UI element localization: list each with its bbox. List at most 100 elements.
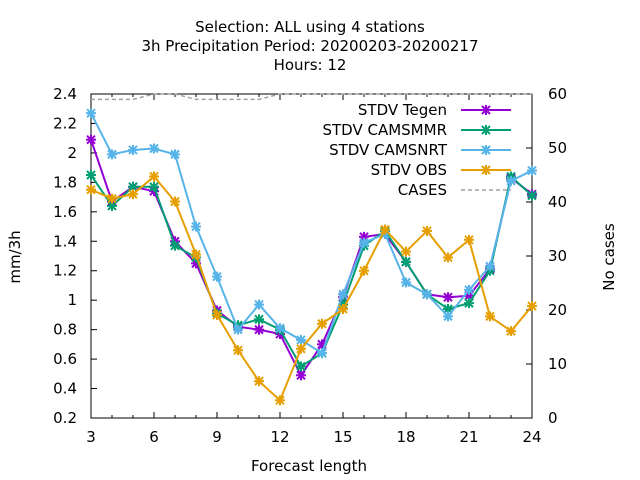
data-point (506, 175, 516, 186)
data-point (464, 298, 474, 309)
legend-marker (481, 125, 491, 135)
data-point (233, 345, 243, 356)
x-tick-label: 3 (86, 428, 96, 446)
data-point (485, 311, 495, 322)
legend: STDV Tegen STDV CAMSMMR STDV CAMSNRT STDV O… (322, 101, 511, 199)
data-point (107, 149, 117, 160)
y-tick-label: 0.6 (53, 350, 77, 368)
data-point (191, 221, 201, 232)
x-tick-label: 9 (212, 428, 222, 446)
legend-label: STDV Tegen (358, 101, 447, 119)
legend-item: CASES (398, 181, 511, 199)
data-point (296, 334, 306, 345)
data-point (275, 323, 285, 334)
data-point (254, 314, 264, 325)
data-point (191, 249, 201, 260)
series-stdv-camsnrt (86, 108, 537, 359)
data-point (401, 256, 411, 267)
data-point (443, 311, 453, 322)
series-line (90, 174, 533, 368)
series-cases (91, 93, 532, 101)
y-tick-label: 2 (67, 144, 77, 162)
axes: 3 6 9 12 15 18 21 24 0.2 0.4 0.6 0.8 1 1.2 1.4 1.6 1.8 2 2… (53, 85, 567, 446)
data-point (464, 284, 474, 295)
legend-label: STDV CAMSMMR (322, 121, 447, 139)
data-point (149, 143, 159, 154)
x-tick-label: 6 (149, 428, 159, 446)
legend-marker (481, 105, 491, 115)
y-tick-label: 1.8 (53, 173, 77, 191)
data-point (401, 246, 411, 257)
data-point (86, 108, 96, 119)
legend-item: STDV OBS (371, 161, 511, 179)
data-point (380, 224, 390, 235)
y-tick-label: 2.2 (53, 114, 77, 132)
data-point (443, 252, 453, 263)
y-tick-label: 1 (67, 291, 77, 309)
data-point (464, 234, 474, 245)
data-point (338, 304, 348, 315)
data-point (359, 265, 369, 276)
data-point (338, 289, 348, 300)
plot-area (90, 93, 533, 419)
data-point (170, 149, 180, 160)
y2-tick-label: 50 (548, 139, 567, 157)
data-point (128, 189, 138, 200)
legend-item: STDV CAMSNRT (329, 141, 511, 159)
legend-item: STDV Tegen (358, 101, 511, 119)
series-layer (86, 93, 537, 406)
data-point (506, 326, 516, 337)
data-point (422, 289, 432, 300)
data-point (254, 299, 264, 310)
data-point (401, 277, 411, 288)
legend-marker (481, 165, 491, 175)
y2-tick-label: 60 (548, 85, 567, 103)
series-line (90, 112, 533, 355)
data-point (86, 170, 96, 180)
x-tick-label: 18 (396, 428, 415, 446)
data-point (128, 144, 138, 155)
data-point (149, 171, 159, 182)
title-line: Hours: 12 (274, 56, 347, 74)
series-stdv-obs (86, 171, 537, 406)
y-tick-label: 0.2 (53, 409, 77, 427)
y-tick-label: 0.8 (53, 321, 77, 339)
data-point (296, 370, 306, 381)
data-point (275, 395, 285, 406)
data-point (254, 324, 264, 335)
data-point (212, 309, 222, 320)
data-point (296, 361, 306, 372)
legend-label: STDV CAMSNRT (329, 141, 448, 159)
legend-item: STDV CAMSMMR (322, 121, 511, 139)
data-point (443, 292, 453, 303)
series-line (90, 175, 533, 403)
legend-marker (481, 145, 491, 155)
legend-label: STDV OBS (371, 161, 447, 179)
y2-tick-label: 0 (548, 409, 558, 427)
y-tick-label: 1.6 (53, 203, 77, 221)
data-point (485, 261, 495, 272)
data-point (233, 324, 243, 335)
y2-tick-label: 20 (548, 301, 567, 319)
data-point (527, 301, 537, 312)
data-point (149, 181, 159, 192)
data-point (422, 225, 432, 236)
data-point (254, 376, 264, 387)
legend-label: CASES (398, 181, 447, 199)
data-point (317, 348, 327, 359)
title-line: 3h Precipitation Period: 20200203-202002… (141, 37, 478, 55)
series-stdv-camsmmr (86, 170, 537, 372)
x-tick-label: 15 (333, 428, 352, 446)
y2-tick-label: 10 (548, 355, 567, 373)
data-point (170, 240, 180, 251)
y2-tick-label: 30 (548, 247, 567, 265)
x-tick-label: 21 (459, 428, 478, 446)
data-point (527, 165, 537, 176)
data-point (527, 190, 537, 201)
y2-tick-label: 40 (548, 193, 567, 211)
data-point (170, 196, 180, 207)
data-point (86, 134, 96, 145)
plot-border (90, 93, 533, 419)
